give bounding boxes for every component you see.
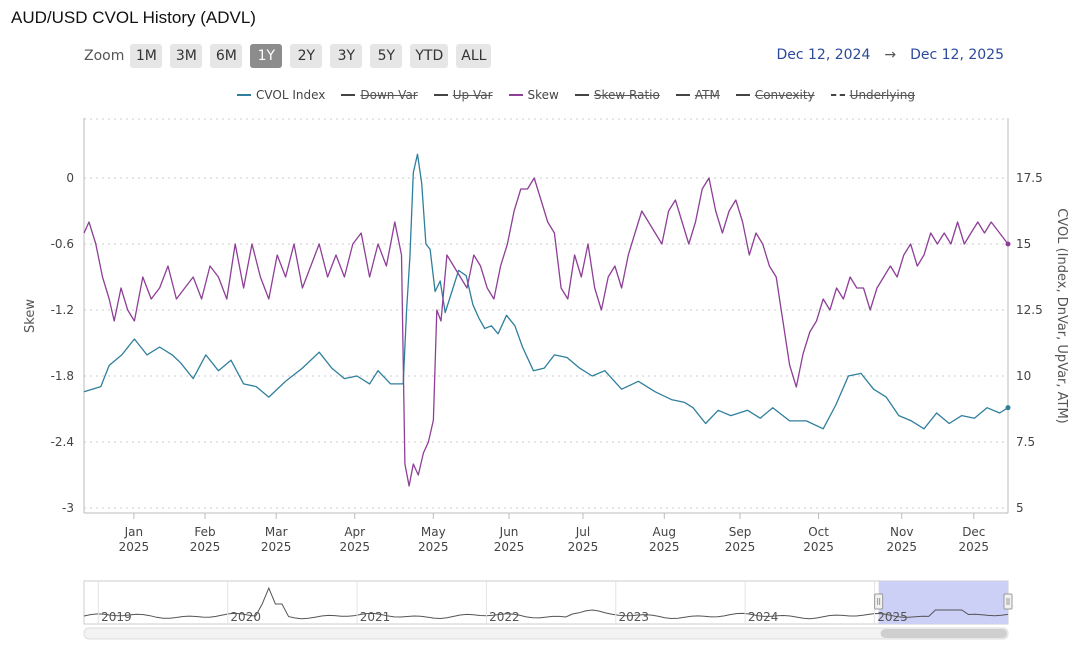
legend-item-down-var[interactable]: Down Var [341, 88, 418, 102]
legend-swatch [675, 94, 690, 96]
right-tick-label: 5 [1016, 501, 1024, 515]
legend-item-up-var[interactable]: Up Var [433, 88, 493, 102]
series-line-skew [83, 177, 1009, 487]
left-tick-label: -3 [62, 501, 74, 515]
navigator-year-label: 2024 [748, 610, 779, 624]
legend-swatch [508, 94, 523, 96]
x-tick-year: 2025 [494, 540, 525, 554]
legend-swatch [830, 94, 845, 96]
legend-swatch [735, 94, 750, 96]
zoom-2y-button[interactable]: 2Y [290, 44, 323, 68]
legend-item-skew-ratio[interactable]: Skew Ratio [574, 88, 660, 102]
left-tick-label: -2.4 [51, 435, 74, 449]
series-end-marker [1005, 241, 1011, 247]
legend-item-underlying[interactable]: Underlying [830, 88, 915, 102]
x-tick-month: Aug [653, 525, 676, 539]
x-tick-year: 2025 [959, 540, 990, 554]
legend-item-skew[interactable]: Skew [508, 88, 559, 102]
legend-label: CVOL Index [256, 88, 326, 102]
zoom-3m-button[interactable]: 3M [170, 44, 203, 68]
x-tick-year: 2025 [803, 540, 834, 554]
right-tick-label: 10 [1016, 369, 1031, 383]
x-tick-month: Mar [265, 525, 288, 539]
chart-title: AUD/USD CVOL History (ADVL) [11, 8, 256, 27]
legend-swatch [341, 94, 356, 96]
navigator-right-handle[interactable] [1003, 593, 1013, 610]
right-tick-label: 17.5 [1016, 171, 1043, 185]
x-tick-month: Jul [575, 525, 590, 539]
x-tick-month: Apr [344, 525, 365, 539]
legend: CVOL Index Down Var Up Var Skew Skew Ratio AT… [0, 88, 1092, 102]
x-tick-year: 2025 [261, 540, 292, 554]
zoom-5y-button[interactable]: 5Y [370, 44, 403, 68]
right-tick-label: 7.5 [1016, 435, 1035, 449]
left-tick-label: -0.6 [51, 237, 74, 251]
x-tick-month: Sep [729, 525, 752, 539]
left-tick-label: -1.8 [51, 369, 74, 383]
x-tick-year: 2025 [725, 540, 756, 554]
navigator-year-label: 2021 [360, 610, 391, 624]
zoom-1y-button[interactable]: 1Y [250, 44, 283, 68]
left-tick-label: 0 [66, 171, 74, 185]
x-tick-year: 2025 [418, 540, 449, 554]
legend-label: Up Var [452, 88, 493, 102]
range-arrow: → [884, 47, 897, 63]
navigator-scrollbar-track[interactable] [83, 627, 1009, 640]
legend-item-atm[interactable]: ATM [675, 88, 720, 102]
x-tick-year: 2025 [649, 540, 680, 554]
x-tick-month: May [421, 525, 446, 539]
date-range: Dec 12, 2024 → Dec 12, 2025 [776, 47, 1004, 63]
x-tick-month: Nov [890, 525, 913, 539]
x-tick-year: 2025 [886, 540, 917, 554]
range-to[interactable]: Dec 12, 2025 [910, 47, 1004, 63]
right-tick-label: 12.5 [1016, 303, 1043, 317]
x-tick-month: Oct [808, 525, 829, 539]
legend-label: Skew Ratio [593, 88, 660, 102]
navigator-scrollbar-thumb[interactable] [880, 629, 1007, 638]
x-tick-year: 2025 [190, 540, 221, 554]
left-tick-label: -1.2 [51, 303, 74, 317]
legend-label: Underlying [849, 88, 915, 102]
right-axis-title: CVOL (Index, DnVar, UpVar, ATM) [1054, 208, 1069, 424]
legend-label: ATM [694, 88, 720, 102]
x-tick-year: 2025 [568, 540, 599, 554]
legend-label: Convexity [754, 88, 815, 102]
legend-item-cvol-index[interactable]: CVOL Index [237, 88, 325, 102]
series-line-cvol-index [83, 153, 1009, 430]
zoom-6m-button[interactable]: 6M [210, 44, 243, 68]
navigator-year-label: 2022 [489, 610, 520, 624]
x-tick-year: 2025 [339, 540, 370, 554]
legend-swatch [574, 94, 589, 96]
x-tick-month: Jun [499, 525, 519, 539]
x-tick-month: Feb [194, 525, 215, 539]
x-tick-year: 2025 [119, 540, 150, 554]
zoom-all-button[interactable]: ALL [456, 44, 492, 68]
right-tick-label: 15 [1016, 237, 1031, 251]
navigator-year-label: 2023 [619, 610, 650, 624]
navigator-year-label: 2025 [877, 610, 908, 624]
legend-swatch [433, 94, 448, 96]
zoom-3y-button[interactable]: 3Y [330, 44, 363, 68]
navigator-left-handle[interactable] [874, 593, 884, 610]
x-tick-month: Jan [124, 525, 144, 539]
left-axis-title: Skew [23, 299, 38, 333]
navigator-year-label: 2020 [230, 610, 261, 624]
legend-item-convexity[interactable]: Convexity [735, 88, 815, 102]
legend-swatch [237, 94, 251, 96]
legend-label: Skew [527, 88, 559, 102]
zoom-controls: Zoom 1M 3M 6M 1Y 2Y 3Y 5Y YTD ALL [84, 44, 499, 68]
range-from[interactable]: Dec 12, 2024 [776, 47, 871, 63]
zoom-1m-button[interactable]: 1M [130, 44, 163, 68]
navigator-series-line [83, 586, 1009, 620]
navigator-year-label: 2019 [101, 610, 132, 624]
x-tick-month: Dec [962, 525, 985, 539]
zoom-ytd-button[interactable]: YTD [410, 44, 449, 68]
zoom-label: Zoom [84, 48, 125, 64]
series-end-marker [1005, 405, 1011, 411]
legend-label: Down Var [360, 88, 418, 102]
